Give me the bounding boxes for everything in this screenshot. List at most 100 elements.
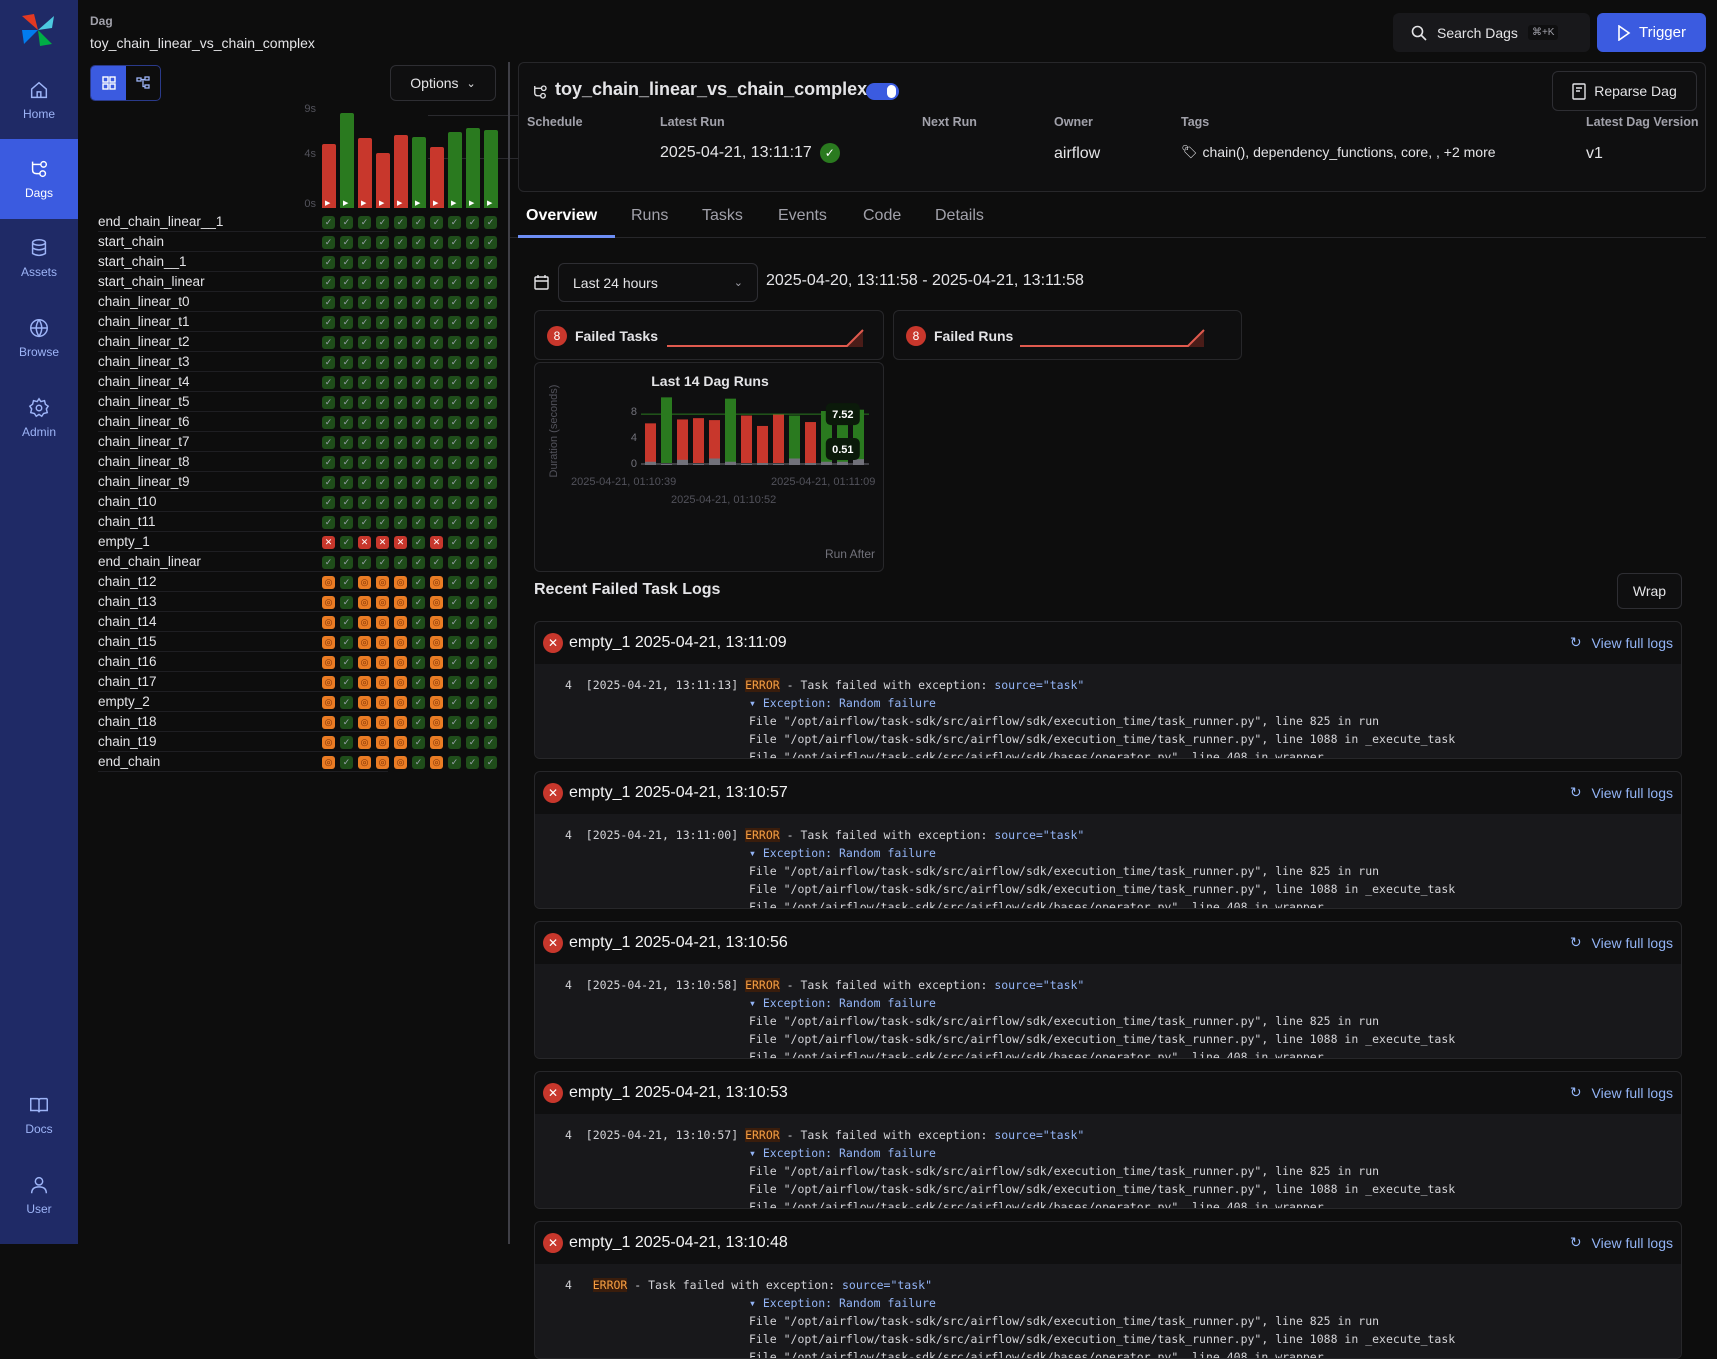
- task-instance-success[interactable]: ✓: [430, 276, 443, 289]
- task-instance-success[interactable]: ✓: [322, 476, 335, 489]
- task-instance-success[interactable]: ✓: [340, 756, 353, 769]
- task-instance-upstream_failed[interactable]: ◎: [430, 596, 443, 609]
- task-instance-upstream_failed[interactable]: ◎: [394, 716, 407, 729]
- task-instance-upstream_failed[interactable]: ◎: [358, 656, 371, 669]
- task-instance-success[interactable]: ✓: [448, 616, 461, 629]
- task-instance-success[interactable]: ✓: [358, 456, 371, 469]
- run-duration-bar[interactable]: [693, 418, 704, 463]
- task-instance-success[interactable]: ✓: [394, 436, 407, 449]
- options-button[interactable]: Options ⌄: [390, 65, 496, 101]
- task-instance-success[interactable]: ✓: [448, 536, 461, 549]
- task-instance-success[interactable]: ✓: [376, 476, 389, 489]
- task-instance-success[interactable]: ✓: [412, 756, 425, 769]
- task-instance-success[interactable]: ✓: [430, 516, 443, 529]
- task-instance-success[interactable]: ✓: [466, 336, 479, 349]
- task-instance-success[interactable]: ✓: [448, 636, 461, 649]
- task-instance-success[interactable]: ✓: [394, 496, 407, 509]
- task-instance-upstream_failed[interactable]: ◎: [394, 756, 407, 769]
- queued-duration-bar[interactable]: [725, 461, 736, 465]
- task-instance-success[interactable]: ✓: [412, 356, 425, 369]
- task-instance-upstream_failed[interactable]: ◎: [322, 756, 335, 769]
- view-full-logs-link[interactable]: ↻ View full logs: [1570, 1084, 1673, 1101]
- task-instance-success[interactable]: ✓: [340, 596, 353, 609]
- sidebar-item-browse[interactable]: Browse: [0, 298, 78, 378]
- task-instance-success[interactable]: ✓: [484, 656, 497, 669]
- task-instance-success[interactable]: ✓: [376, 456, 389, 469]
- task-instance-success[interactable]: ✓: [358, 516, 371, 529]
- task-instance-success[interactable]: ✓: [322, 316, 335, 329]
- task-instance-success[interactable]: ✓: [448, 256, 461, 269]
- task-instance-success[interactable]: ✓: [376, 236, 389, 249]
- task-instance-success[interactable]: ✓: [412, 696, 425, 709]
- task-instance-success[interactable]: ✓: [448, 356, 461, 369]
- task-instance-success[interactable]: ✓: [466, 356, 479, 369]
- task-instance-success[interactable]: ✓: [322, 256, 335, 269]
- task-instance-upstream_failed[interactable]: ◎: [376, 696, 389, 709]
- task-instance-success[interactable]: ✓: [358, 476, 371, 489]
- task-instance-success[interactable]: ✓: [322, 336, 335, 349]
- task-instance-success[interactable]: ✓: [430, 216, 443, 229]
- tab-code[interactable]: Code: [863, 207, 902, 224]
- reparse-dag-button[interactable]: Reparse Dag: [1552, 71, 1697, 111]
- run-duration-bar[interactable]: [821, 411, 832, 463]
- task-instance-success[interactable]: ✓: [484, 536, 497, 549]
- task-instance-success[interactable]: ✓: [466, 656, 479, 669]
- task-instance-success[interactable]: ✓: [394, 416, 407, 429]
- task-instance-success[interactable]: ✓: [484, 676, 497, 689]
- task-instance-success[interactable]: ✓: [484, 436, 497, 449]
- task-instance-success[interactable]: ✓: [430, 456, 443, 469]
- task-instance-success[interactable]: ✓: [484, 756, 497, 769]
- task-instance-success[interactable]: ✓: [394, 256, 407, 269]
- task-instance-success[interactable]: ✓: [340, 216, 353, 229]
- task-instance-success[interactable]: ✓: [340, 636, 353, 649]
- task-instance-success[interactable]: ✓: [448, 516, 461, 529]
- task-instance-success[interactable]: ✓: [466, 376, 479, 389]
- task-instance-success[interactable]: ✓: [412, 616, 425, 629]
- task-instance-success[interactable]: ✓: [358, 216, 371, 229]
- task-instance-success[interactable]: ✓: [340, 516, 353, 529]
- task-instance-success[interactable]: ✓: [412, 656, 425, 669]
- task-instance-success[interactable]: ✓: [466, 236, 479, 249]
- task-instance-success[interactable]: ✓: [412, 236, 425, 249]
- task-instance-success[interactable]: ✓: [394, 456, 407, 469]
- task-instance-success[interactable]: ✓: [412, 516, 425, 529]
- task-instance-success[interactable]: ✓: [358, 356, 371, 369]
- run-bar[interactable]: ▶: [340, 113, 354, 208]
- run-bar[interactable]: ▶: [358, 137, 372, 208]
- task-instance-success[interactable]: ✓: [412, 676, 425, 689]
- task-instance-success[interactable]: ✓: [376, 216, 389, 229]
- pause-toggle[interactable]: [866, 83, 899, 100]
- task-name[interactable]: end_chain: [98, 754, 161, 769]
- run-duration-bar[interactable]: [677, 419, 688, 463]
- run-duration-bar[interactable]: [837, 409, 848, 463]
- task-instance-success[interactable]: ✓: [466, 516, 479, 529]
- task-name[interactable]: chain_t14: [98, 614, 157, 629]
- grid-view-button[interactable]: [91, 66, 126, 100]
- task-instance-success[interactable]: ✓: [412, 576, 425, 589]
- task-instance-success[interactable]: ✓: [484, 416, 497, 429]
- panel-resize-handle[interactable]: [508, 62, 510, 1244]
- task-instance-success[interactable]: ✓: [412, 716, 425, 729]
- task-instance-success[interactable]: ✓: [322, 436, 335, 449]
- task-instance-success[interactable]: ✓: [448, 376, 461, 389]
- task-instance-upstream_failed[interactable]: ◎: [322, 616, 335, 629]
- task-instance-success[interactable]: ✓: [376, 436, 389, 449]
- task-instance-upstream_failed[interactable]: ◎: [376, 616, 389, 629]
- task-instance-success[interactable]: ✓: [448, 296, 461, 309]
- task-instance-success[interactable]: ✓: [412, 216, 425, 229]
- task-instance-success[interactable]: ✓: [340, 576, 353, 589]
- task-instance-success[interactable]: ✓: [376, 356, 389, 369]
- view-full-logs-link[interactable]: ↻ View full logs: [1570, 1234, 1673, 1251]
- task-instance-upstream_failed[interactable]: ◎: [322, 716, 335, 729]
- task-instance-success[interactable]: ✓: [340, 536, 353, 549]
- run-bar[interactable]: ▶: [430, 146, 444, 208]
- task-instance-success[interactable]: ✓: [448, 596, 461, 609]
- task-instance-success[interactable]: ✓: [448, 716, 461, 729]
- task-instance-success[interactable]: ✓: [484, 616, 497, 629]
- task-instance-success[interactable]: ✓: [412, 336, 425, 349]
- task-instance-upstream_failed[interactable]: ◎: [430, 616, 443, 629]
- task-instance-success[interactable]: ✓: [484, 396, 497, 409]
- task-instance-success[interactable]: ✓: [484, 716, 497, 729]
- task-instance-upstream_failed[interactable]: ◎: [376, 636, 389, 649]
- task-instance-success[interactable]: ✓: [448, 276, 461, 289]
